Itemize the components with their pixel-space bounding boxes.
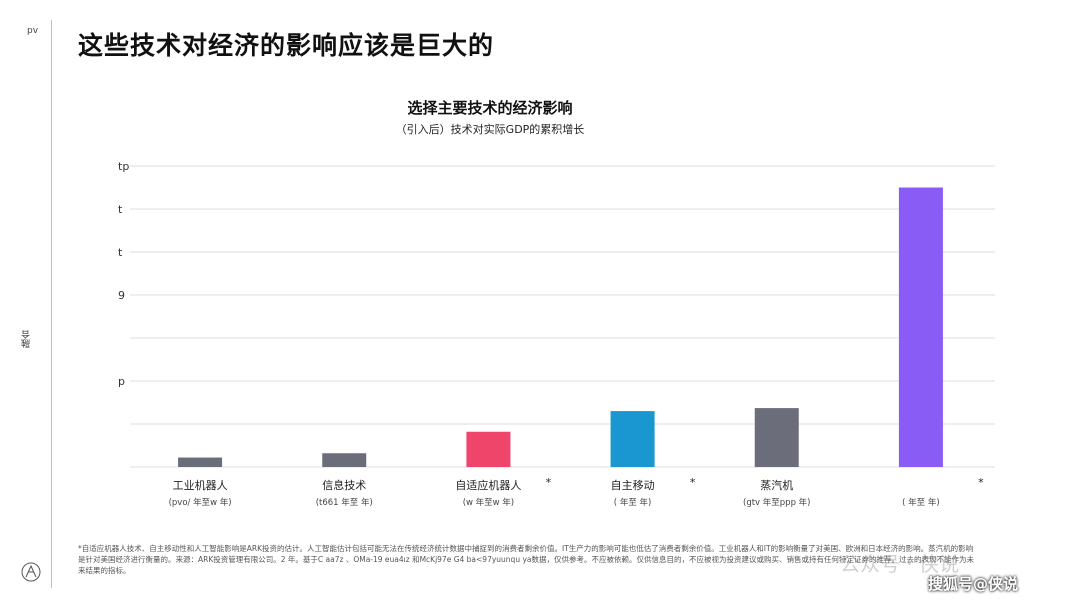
x-category-timespan: (w 年至w 年)	[463, 497, 514, 508]
x-category-timespan: (pvo/ 年至w 年)	[169, 497, 232, 508]
sohu-watermark: 搜狐号@侠说	[928, 575, 1019, 593]
left-rail-divider	[51, 20, 52, 588]
footnote-asterisk: *	[546, 476, 552, 489]
chart-title: 选择主要技术的经济影响	[407, 99, 573, 117]
bar-unlabeled	[898, 187, 943, 467]
x-category-timespan: ( 年至 年)	[614, 497, 652, 508]
page-number: pv	[27, 26, 39, 36]
ark-logo-icon	[21, 562, 41, 582]
y-tick-label: tp	[118, 160, 129, 173]
x-category-label: 蒸汽机	[760, 478, 793, 492]
y-tick-label: 9	[118, 289, 125, 302]
bar-自适应机器人	[466, 431, 511, 467]
x-category-label: 自适应机器人	[455, 478, 521, 492]
x-category-timespan: ( 年至 年)	[902, 497, 940, 508]
footnote-asterisk: *	[978, 476, 984, 489]
bar-信息技术	[322, 453, 367, 467]
wechat-watermark: 公众号 · 侠说	[840, 552, 960, 576]
footnote: *自适应机器人技术、自主移动性和人工智能影响是ARK投资的估计。人工智能估计包括…	[78, 544, 974, 575]
bar-蒸汽机	[754, 408, 799, 467]
bar-自主移动	[610, 411, 655, 467]
y-tick-label: p	[118, 375, 125, 388]
x-category-timespan: (gtv 年至ppp 年)	[743, 497, 810, 508]
page-title: 这些技术对经济的影响应该是巨大的	[78, 31, 495, 60]
y-tick-label: t	[118, 246, 123, 259]
x-category-label: 自主移动	[611, 479, 655, 492]
x-category-timespan: (t661 年至 年)	[316, 497, 373, 508]
x-category-label: 信息技术	[322, 478, 366, 492]
y-tick-label: t	[118, 203, 123, 216]
x-category-label: 工业机器人	[173, 478, 228, 492]
chart-subtitle: （引入后）技术对实际GDP的累积增长	[395, 123, 585, 136]
footnote-asterisk: *	[690, 476, 696, 489]
bar-工业机器人	[178, 457, 223, 467]
